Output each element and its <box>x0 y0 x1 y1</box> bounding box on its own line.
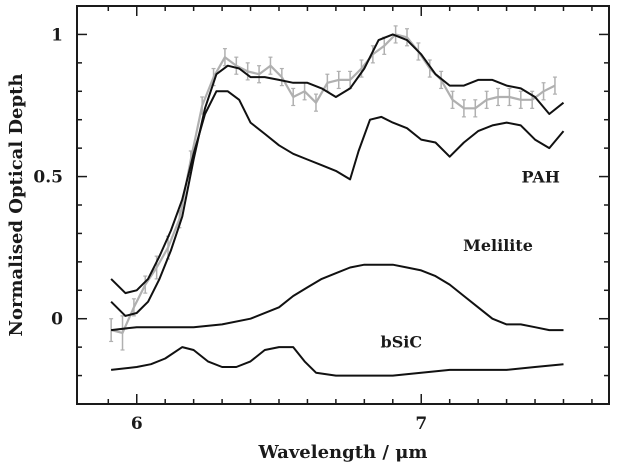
axis-ticks: 6 7 0 0.5 1 <box>33 5 609 434</box>
y-tick-label: 0.5 <box>33 168 63 188</box>
y-axis-title: Normalised Optical Depth <box>6 74 27 337</box>
series-line-2 <box>110 90 565 295</box>
series-0 <box>109 25 557 351</box>
series-layer <box>109 25 565 377</box>
annotation-layer: PAH Melilite bSiC <box>381 168 560 352</box>
series-3 <box>110 263 564 332</box>
series-line-1 <box>110 33 565 317</box>
annotation-pah: PAH <box>522 168 560 187</box>
plot-frame <box>76 5 610 405</box>
series-2 <box>110 90 565 295</box>
y-tick-label: 1 <box>51 25 63 45</box>
x-tick-label: 7 <box>415 414 427 434</box>
series-line-4 <box>110 346 564 377</box>
series-4 <box>110 346 564 377</box>
x-tick-label: 6 <box>131 414 143 434</box>
y-tick-label: 0 <box>51 310 63 330</box>
annotation-bsic: bSiC <box>381 332 423 351</box>
x-axis-title: Wavelength / μm <box>258 442 428 463</box>
series-1 <box>110 33 565 317</box>
series-line-3 <box>110 263 564 332</box>
annotation-melilite: Melilite <box>463 236 533 255</box>
